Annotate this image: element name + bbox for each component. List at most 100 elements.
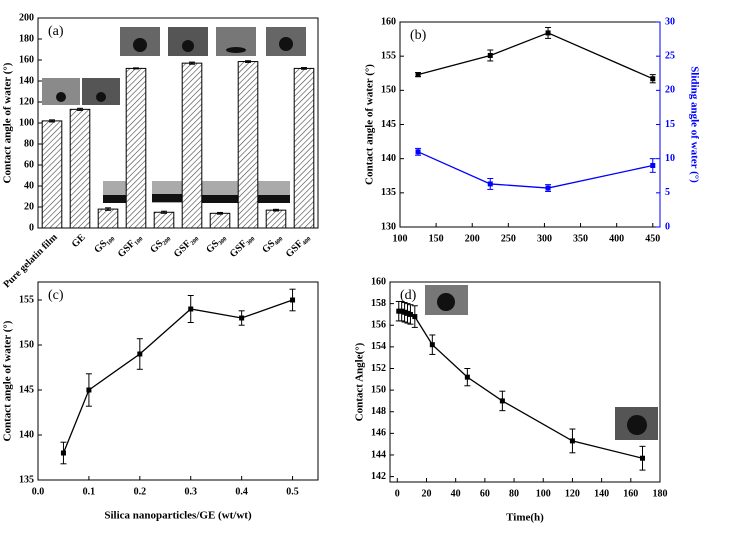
x-tick-label: 180 — [653, 488, 668, 499]
x-tick-label: 200 — [465, 233, 480, 244]
x-tick-label: 150 — [429, 233, 444, 244]
marker — [239, 315, 245, 321]
y-tick-label: 140 — [19, 75, 34, 86]
panel-label: (a) — [48, 24, 64, 39]
x-tick-label: 60 — [480, 488, 490, 499]
x-tick-label: 160 — [623, 488, 638, 499]
x-tick-label: 0.0 — [32, 486, 45, 497]
bar — [153, 211, 175, 229]
bar — [97, 208, 119, 229]
marker — [407, 311, 413, 317]
marker — [545, 30, 551, 36]
y-tick-label: 135 — [19, 474, 34, 485]
x-tick-label: 100 — [393, 233, 408, 244]
y-axis-title: Contact angle of water (°) — [2, 62, 14, 183]
x-tick-label: GS₂₀₀ — [148, 232, 172, 256]
marker — [487, 52, 493, 58]
marker — [188, 306, 194, 312]
x-tick-label: 120 — [565, 488, 580, 499]
y-tick-label: 158 — [371, 298, 386, 309]
x-tick-label: 350 — [573, 233, 588, 244]
x-tick-label: GS₃₀₀ — [204, 232, 228, 256]
data-line — [417, 32, 654, 80]
bar — [237, 61, 259, 229]
y2-tick-label: 10 — [665, 153, 675, 164]
plot-frame — [389, 281, 661, 483]
x-tick-label: 40 — [451, 488, 461, 499]
x-tick-label: 80 — [509, 488, 519, 499]
plot-frame — [399, 21, 661, 228]
y-tick-label: 180 — [19, 33, 34, 44]
y-tick-label: 142 — [371, 471, 386, 482]
marker — [396, 308, 402, 314]
y-axis-title: Contact Angle(°) — [354, 342, 366, 421]
x-tick-label: 100 — [536, 488, 551, 499]
y-tick-label: 156 — [371, 320, 386, 331]
data-line — [417, 151, 653, 189]
y-tick-label: 144 — [371, 449, 386, 460]
y-tick-label: 130 — [381, 221, 396, 232]
y-tick-label: 150 — [381, 85, 396, 96]
y-axis-title: Contact angle of water (°) — [2, 320, 14, 441]
marker — [137, 351, 143, 357]
y-tick-label: 150 — [19, 339, 34, 350]
marker — [650, 76, 656, 82]
marker — [60, 450, 66, 456]
marker — [412, 314, 418, 320]
y-tick-label: 80 — [24, 138, 34, 149]
y-tick-label: 160 — [381, 16, 396, 27]
x-tick-label: 0.2 — [134, 486, 147, 497]
y-tick-label: 20 — [24, 201, 34, 212]
marker — [415, 149, 421, 155]
panel-label: (d) — [400, 288, 417, 303]
y-tick-label: 145 — [19, 384, 34, 395]
marker — [499, 398, 505, 404]
x-tick-label: GS₁₀₀ — [92, 232, 116, 256]
y2-tick-label: 15 — [665, 119, 675, 130]
bar — [41, 120, 63, 229]
y2-tick-label: 25 — [665, 50, 675, 61]
marker — [415, 72, 421, 78]
marker — [290, 297, 296, 303]
marker — [545, 185, 551, 191]
y-tick-label: 0 — [29, 222, 34, 233]
y-tick-label: 148 — [371, 406, 386, 417]
panel-label: (b) — [410, 28, 427, 43]
x-tick-label: 140 — [594, 488, 609, 499]
x-tick-label: 0.4 — [235, 486, 248, 497]
bar — [125, 67, 147, 229]
y-tick-label: 140 — [19, 429, 34, 440]
bar — [69, 108, 91, 229]
marker — [429, 342, 435, 348]
bar — [265, 209, 287, 229]
marker — [399, 308, 405, 314]
marker — [569, 438, 575, 444]
y-tick-label: 150 — [371, 384, 386, 395]
y-tick-label: 200 — [19, 12, 34, 23]
x-tick-label: Pure gelatin film — [1, 232, 60, 291]
inset-droplets — [56, 37, 647, 435]
y-tick-label: 160 — [371, 276, 386, 287]
x-tick-label: 450 — [645, 233, 660, 244]
y-tick-label: 145 — [381, 119, 396, 130]
x-tick-label: GSF₄₀₀ — [284, 232, 312, 260]
x-tick-label: GSF₃₀₀ — [228, 232, 256, 260]
x-tick-label: 400 — [609, 233, 624, 244]
x-tick-label: 20 — [421, 488, 431, 499]
marker — [639, 455, 645, 461]
x-axis-title: Time(h) — [506, 512, 544, 524]
marker — [402, 309, 408, 315]
y-tick-label: 146 — [371, 428, 386, 439]
y-tick-label: 135 — [381, 187, 396, 198]
y2-tick-label: 5 — [665, 187, 670, 198]
x-tick-label: 0 — [395, 488, 400, 499]
x-tick-label: GE — [70, 232, 88, 250]
data-line — [398, 310, 643, 459]
x-tick-label: 300 — [537, 233, 552, 244]
x-axis-title: Silica nanoparticles/GE (wt/wt) — [104, 510, 252, 522]
y-axis-title: Contact angle of water (°) — [364, 64, 376, 185]
x-tick-label: 250 — [501, 233, 516, 244]
x-tick-label: 0.3 — [184, 486, 197, 497]
y-tick-label: 160 — [19, 54, 34, 65]
